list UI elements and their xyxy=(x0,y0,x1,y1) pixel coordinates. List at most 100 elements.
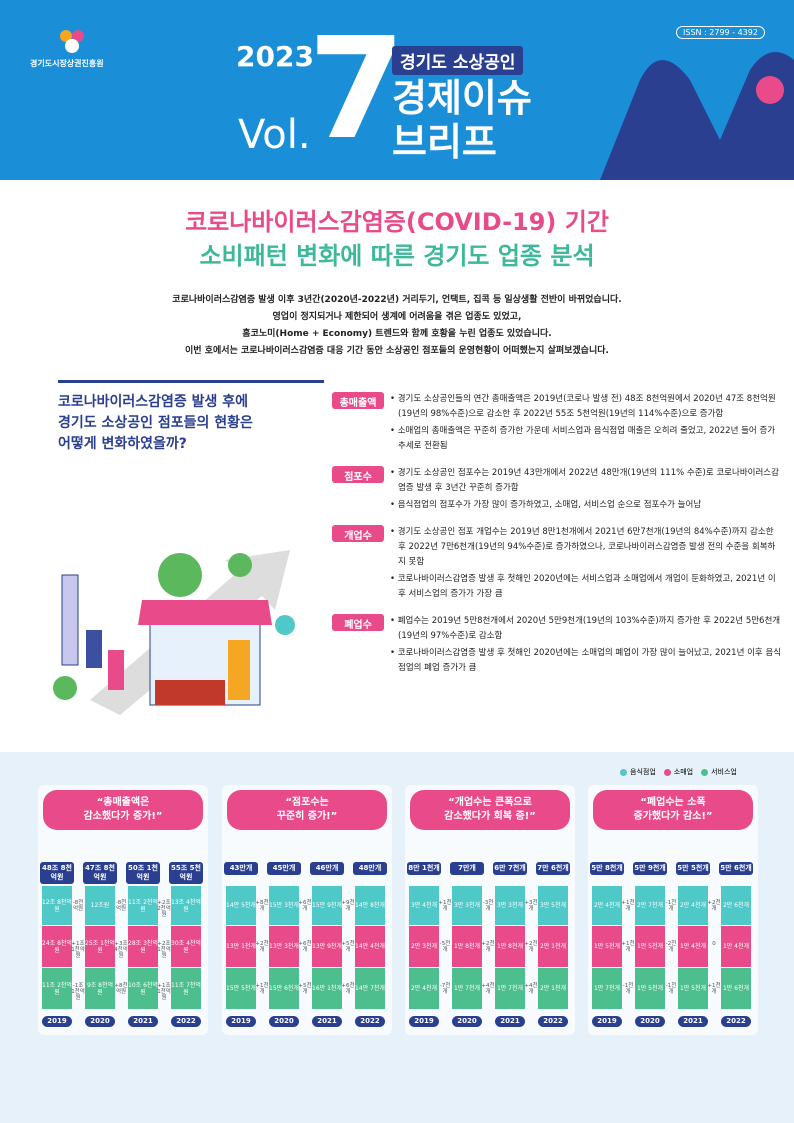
legend-swatch xyxy=(701,768,709,776)
total-label: 5만 5천개 xyxy=(676,862,710,875)
bullet-dot: • xyxy=(390,527,398,537)
brief-title: 경제이슈 브리프 xyxy=(392,76,532,164)
segment: 2만 4천개 xyxy=(409,968,439,1009)
segment: 1만 7천개 xyxy=(592,968,622,1009)
change-label: +2천개 xyxy=(481,941,495,953)
change-label: -5천개 xyxy=(439,941,451,953)
change-label: +1조 1천억원 xyxy=(157,983,171,1001)
year-label: 2021 xyxy=(495,1016,525,1027)
vol-number: 7 xyxy=(308,8,406,171)
segment: 1만 5천개 xyxy=(635,968,665,1009)
bullet-dot: • xyxy=(390,574,398,584)
section-tag: 개업수 xyxy=(332,525,384,542)
bullet-text: 코로나바이러스감염증 발생 후 첫해인 2020년에는 서비스업과 소매업에서 … xyxy=(397,574,776,599)
bullet: • 폐업수는 2019년 5만8천개에서 2020년 5만9천개(19년의 10… xyxy=(390,614,782,644)
bullet-text: 경기도 소상공인들의 연간 총매출액은 2019년(코로나 발생 전) 48조 … xyxy=(397,394,776,419)
year-label: 2019 xyxy=(42,1016,72,1027)
change-label: +5천개 xyxy=(341,941,355,953)
change-label: -1조 1천억원 xyxy=(71,983,85,1001)
bullet: • 음식점업의 점포수가 가장 많이 증가하였고, 소매업, 서비스업 순으로 … xyxy=(390,498,782,513)
bubble-line: “개업수는 큰폭으로 xyxy=(448,797,532,808)
total-label: 45만개 xyxy=(267,862,301,875)
bullet-text: 코로나바이러스감염증 발생 후 첫해인 2020년에는 소매업의 폐업이 가장 … xyxy=(397,648,782,673)
bullet-text: 소매업의 총매출액은 꾸준히 증가한 가운데 서비스업과 음식점업 매출은 오히… xyxy=(397,426,776,451)
rule xyxy=(58,380,324,383)
total-label: 48조 8천억원 xyxy=(40,862,74,884)
change-label: +1천개 xyxy=(621,900,635,912)
bullet: • 소매업의 총매출액은 꾸준히 증가한 가운데 서비스업과 음식점업 매출은 … xyxy=(390,424,782,454)
segment: 14만 7천개 xyxy=(355,968,385,1009)
year-label: 2020 xyxy=(452,1016,482,1027)
change-label: +1천개 xyxy=(707,983,721,995)
bullet-text: 음식점업의 점포수가 가장 많이 증가하였고, 소매업, 서비스업 순으로 점포… xyxy=(397,500,702,510)
legend-item: 소매업 xyxy=(663,767,693,777)
segment: 2만 7천개 xyxy=(635,886,665,925)
bullet: • 코로나바이러스감염증 발생 후 첫해인 2020년에는 서비스업과 소매업에… xyxy=(390,572,782,602)
segment: 2만 4천개 xyxy=(678,886,708,925)
change-label: +9천개 xyxy=(341,900,355,912)
bullet: • 경기도 소상공인 점포 개업수는 2019년 8만1천개에서 2021년 6… xyxy=(390,525,782,570)
segment: 1만 8천개 xyxy=(452,926,482,967)
segment: 3만 3천개 xyxy=(452,886,482,925)
section-tag: 총매출액 xyxy=(332,392,384,409)
bullet: • 코로나바이러스감염증 발생 후 첫해인 2020년에는 소매업의 폐업이 가… xyxy=(390,646,782,676)
org: 경기도시장상권진흥원 xyxy=(30,59,104,68)
segment: 13만 3천개 xyxy=(269,926,299,967)
segment: 1만 4천개 xyxy=(721,926,751,967)
bullet-text: 경기도 소상공인 점포수는 2019년 43만개에서 2022년 48만개(19… xyxy=(397,468,779,493)
segment: 1만 5천개 xyxy=(635,926,665,967)
change-label: +1천개 xyxy=(438,900,452,912)
change-label: 0 xyxy=(712,941,716,947)
intro-line: 코로나바이러스감염증 발생 이후 3년간(2020년-2022년) 거리두기, … xyxy=(172,295,622,305)
main-title: 코로나바이러스감염증(COVID-19) 기간 소비패턴 변화에 따른 경기도 … xyxy=(0,205,794,273)
year-label: 2019 xyxy=(592,1016,622,1027)
question-line: 경기도 소상공인 점포들의 현황은 xyxy=(58,415,253,431)
segment: 14만 5천개 xyxy=(226,886,256,925)
change-label: +1천개 xyxy=(621,941,635,953)
segment: 24조 8천억원 xyxy=(42,926,72,967)
bubble-line: “점포수는 xyxy=(285,797,329,808)
total-label: 7만 6천개 xyxy=(536,862,570,875)
section-body: • 폐업수는 2019년 5만8천개에서 2020년 5만9천개(19년의 10… xyxy=(390,614,782,678)
bullet-dot: • xyxy=(390,616,398,626)
bullet-dot: • xyxy=(390,500,398,510)
section-body: • 경기도 소상공인 점포 개업수는 2019년 8만1천개에서 2021년 6… xyxy=(390,525,782,604)
bubble: “총매출액은 감소했다가 증가!” xyxy=(43,790,203,830)
intro-line: 영업이 정지되거나 제한되어 생계에 어려움을 겪은 업종도 있었고, xyxy=(272,312,522,322)
intro-line: 이번 호에서는 코로나바이러스감염증 대응 기간 동안 소상공인 점포들의 운영… xyxy=(185,346,609,356)
bubble-line: 감소했다가 회복 중!” xyxy=(444,811,536,822)
total-label: 7만개 xyxy=(450,862,484,875)
header: 경기도시장상권진흥원 2023 Vol. 7 경기도 소상공인 경제이슈 브리프… xyxy=(0,0,794,180)
bullet-dot: • xyxy=(390,648,398,658)
segment: 2만 3천개 xyxy=(409,926,439,967)
section: 총매출액 • 경기도 소상공인들의 연간 총매출액은 2019년(코로나 발생 전… xyxy=(332,392,782,456)
total-label: 50조 1천억원 xyxy=(126,862,160,884)
bubble: “폐업수는 소폭 증가했다가 감소!” xyxy=(593,790,753,830)
section-tag: 점포수 xyxy=(332,466,384,483)
segment: 14만 8천개 xyxy=(355,886,385,925)
segment: 11조 2천억원 xyxy=(42,968,72,1009)
segment: 1만 5천개 xyxy=(678,968,708,1009)
bullet: • 경기도 소상공인 점포수는 2019년 43만개에서 2022년 48만개(… xyxy=(390,466,782,496)
bullet-text: 경기도 소상공인 점포 개업수는 2019년 8만1천개에서 2021년 6만7… xyxy=(397,527,776,567)
change-label: +5천개 xyxy=(298,983,312,995)
legend-label: 음식점업 xyxy=(630,768,656,776)
change-label: -7천개 xyxy=(439,983,451,995)
title-line: 경제이슈 xyxy=(392,76,532,120)
year: 2023 xyxy=(236,40,314,73)
question-line: 코로나바이러스감염증 발생 후에 xyxy=(58,394,249,410)
bubble-line: “폐업수는 소폭 xyxy=(640,797,706,808)
legend-item: 서비스업 xyxy=(701,767,737,777)
change-label: +2천개 xyxy=(524,941,538,953)
change-label: +2조 2천억원 xyxy=(157,900,171,918)
segment: 15만 3천개 xyxy=(269,886,299,925)
segment: 11조 7천억원 xyxy=(171,968,201,1009)
change-label: +1천개 xyxy=(255,983,269,995)
tag: 경기도 소상공인 xyxy=(392,46,524,75)
section: 점포수 • 경기도 소상공인 점포수는 2019년 43만개에서 2022년 48… xyxy=(332,466,782,515)
segment: 3만 4천개 xyxy=(409,886,439,925)
section: 개업수 • 경기도 소상공인 점포 개업수는 2019년 8만1천개에서 2021… xyxy=(332,525,782,604)
segment: 13만 9천개 xyxy=(312,926,342,967)
bullet: • 경기도 소상공인들의 연간 총매출액은 2019년(코로나 발생 전) 48… xyxy=(390,392,782,422)
segment: 3만 3천개 xyxy=(495,886,525,925)
